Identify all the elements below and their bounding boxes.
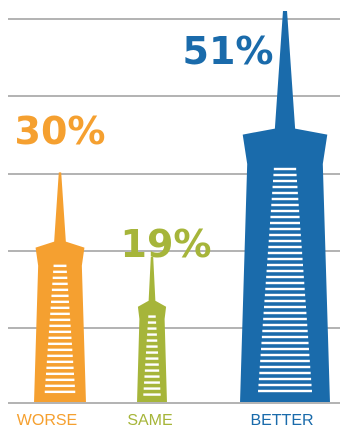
- bar-stripe: [50, 312, 70, 316]
- bar-stripe: [258, 377, 312, 381]
- bar-stripe: [269, 227, 301, 231]
- bar-stripe: [258, 389, 312, 393]
- bar-stripe: [45, 378, 75, 382]
- bar-stripe: [51, 300, 69, 304]
- bar-stripe: [273, 167, 297, 171]
- bar-stripe: [48, 342, 72, 346]
- bar-stripe: [48, 336, 72, 340]
- bar-stripe: [46, 372, 74, 376]
- bar-stripe: [264, 299, 306, 303]
- bar-stripe: [271, 203, 299, 207]
- bar-stripe: [147, 333, 157, 336]
- bar-stripe: [147, 327, 157, 330]
- bar-stripe: [267, 263, 303, 267]
- bar-stripe: [258, 383, 312, 387]
- bar-stripe: [148, 315, 156, 318]
- bar-stripe: [273, 173, 297, 177]
- bar-stripe: [261, 341, 309, 345]
- labels: 30% 19% 51% WORSE SAME BETTER: [15, 29, 314, 429]
- bar-shape: [137, 256, 167, 403]
- bar-stripe: [48, 330, 72, 334]
- bar-stripe: [261, 347, 309, 351]
- bar-stripe: [146, 345, 158, 348]
- bar-stripe: [145, 357, 159, 360]
- bar-stripe: [263, 311, 307, 315]
- bar-stripe: [144, 381, 160, 384]
- bar-stripe: [270, 215, 300, 219]
- bar-stripe: [269, 233, 301, 237]
- bar-shape: [34, 172, 86, 403]
- bar-stripe: [51, 294, 69, 298]
- bar-stripe: [144, 369, 160, 372]
- bar-stripe: [267, 251, 303, 255]
- bar-stripe: [53, 270, 67, 274]
- bar-stripe: [259, 365, 311, 369]
- bar-stripe: [262, 329, 308, 333]
- bar-worse: [34, 172, 86, 403]
- bar-stripe: [266, 269, 304, 273]
- category-label-worse: WORSE: [17, 412, 77, 429]
- bar-stripe: [53, 264, 67, 268]
- bar-stripe: [52, 282, 68, 286]
- bar-stripe: [50, 306, 70, 310]
- bar-stripe: [268, 245, 302, 249]
- bar-stripe: [272, 191, 298, 195]
- category-label-same: SAME: [127, 412, 172, 429]
- bar-stripe: [147, 321, 157, 324]
- bar-stripe: [144, 375, 160, 378]
- value-label-better: 51%: [183, 29, 274, 73]
- bar-stripe: [266, 275, 304, 279]
- bar-stripe: [146, 339, 158, 342]
- category-label-better: BETTER: [250, 412, 313, 429]
- bar-stripe: [145, 351, 159, 354]
- bar-stripe: [265, 281, 305, 285]
- bars: [34, 11, 330, 403]
- bar-stripe: [46, 366, 74, 370]
- bar-shape: [240, 11, 330, 403]
- bar-stripe: [52, 276, 68, 280]
- bar-stripe: [264, 305, 306, 309]
- bar-stripe: [265, 287, 305, 291]
- bar-stripe: [259, 371, 311, 375]
- bar-stripe: [143, 387, 161, 390]
- bar-stripe: [263, 317, 307, 321]
- bar-stripe: [272, 179, 298, 183]
- bar-stripe: [46, 360, 74, 364]
- bar-stripe: [261, 335, 309, 339]
- bar-stripe: [262, 323, 308, 327]
- bar-stripe: [272, 185, 298, 189]
- bar-stripe: [264, 293, 306, 297]
- bar-stripe: [260, 353, 310, 357]
- bar-stripe: [260, 359, 310, 363]
- bar-stripe: [267, 257, 303, 261]
- bar-stripe: [143, 393, 161, 396]
- bar-better: [240, 11, 330, 403]
- bar-stripe: [47, 354, 73, 358]
- bar-stripe: [47, 348, 73, 352]
- bar-stripe: [45, 384, 75, 388]
- bar-stripe: [49, 318, 71, 322]
- bar-stripe: [270, 209, 300, 213]
- bar-stripe: [51, 288, 69, 292]
- bar-stripe: [145, 363, 159, 366]
- value-label-same: 19%: [121, 222, 212, 266]
- bar-stripe: [49, 324, 71, 328]
- bar-stripe: [268, 239, 302, 243]
- bar-stripe: [269, 221, 301, 225]
- bar-stripe: [271, 197, 299, 201]
- value-label-worse: 30%: [15, 109, 106, 153]
- bar-same: [137, 256, 167, 403]
- bar-stripe: [44, 390, 76, 394]
